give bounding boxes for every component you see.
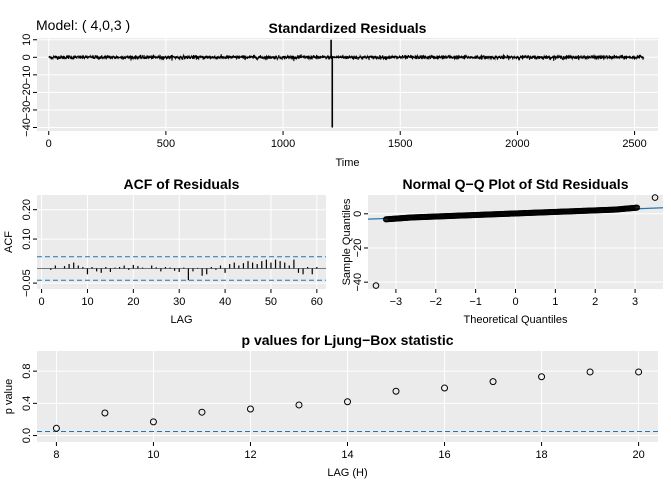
residual-series-line [48,53,645,62]
standardized-residuals-panel: 0 500 1000 1500 2000 2500 −40−30−20−10 0 10 Stand… [21,20,658,169]
x-tick-label: −1 [469,296,482,308]
x-tick-label: 14 [341,449,353,461]
p-value-point [246,405,254,413]
panel-title: Normal Q−Q Plot of Std Residuals [403,176,629,192]
y-tick-label: −20 [21,83,33,102]
x-axis-label: Theoretical Quantiles [464,314,568,326]
x-tick-label: 2500 [622,138,646,150]
p-value-point [344,398,351,406]
x-tick-label: 3 [632,296,638,308]
x-tick-label: 50 [265,296,277,308]
x-tick-label: 30 [173,296,185,308]
x-axis-label: LAG [170,314,192,326]
panel-title: Standardized Residuals [269,20,427,36]
y-axis-label: Sample Quantiles [341,198,353,285]
x-axis-label: LAG (H) [327,467,367,479]
y-tick-label: 0 [21,54,33,60]
x-tick-label: 0 [39,296,45,308]
x-tick-label: 12 [244,449,256,461]
y-tick-label: 0.20 [21,199,33,220]
y-tick-label: 0.0 [21,428,33,443]
x-tick-label: 2000 [505,138,529,150]
y-tick-label: −40 [21,118,33,137]
qq-point [634,204,641,211]
x-tick-label: 1 [552,296,558,308]
panel-title: p values for Ljung−Box statistic [242,332,454,348]
x-tick-label: 0 [46,138,52,150]
x-tick-label: 60 [311,296,323,308]
p-value-point [101,409,109,417]
y-tick-label: 0.4 [21,396,33,411]
x-tick-label: 20 [127,296,139,308]
x-axis-label: Time [335,157,359,169]
y-tick-label: 10 [21,34,33,46]
plot-background [37,195,326,289]
y-tick-label: 0.8 [21,363,33,378]
y-tick-label: −20 [352,239,364,258]
p-value-point [198,408,206,416]
model-label: Model: ( 4,0,3 ) [36,17,130,33]
qq-plot-panel: −3 −2 −1 0 1 2 3 −40 −20 0 Normal Q−Q Plot of Std … [341,176,664,326]
x-tick-label: 8 [53,449,59,461]
p-value-point [489,378,497,386]
x-tick-label: 10 [81,296,93,308]
panel-title: ACF of Residuals [124,176,240,192]
qq-outlier-point [651,194,659,201]
p-value-point [635,368,643,376]
x-tick-label: 2 [592,296,598,308]
p-value-point [586,368,594,376]
x-tick-label: 18 [535,449,547,461]
y-axis-label: p value [3,379,15,414]
p-value-point [295,401,303,409]
p-value-point [52,424,60,432]
x-tick-label: 16 [438,449,450,461]
x-tick-label: 1000 [271,138,295,150]
y-tick-label: −0.05 [21,269,33,297]
p-value-point [538,373,546,381]
y-tick-label: −30 [21,101,33,120]
plot-background [37,38,658,131]
y-tick-label: 0 [352,211,364,217]
x-tick-label: 40 [219,296,231,308]
x-tick-label: −2 [429,296,442,308]
x-tick-label: 0 [512,296,518,308]
x-tick-label: −3 [390,296,403,308]
qq-outlier-point [372,282,380,289]
acf-panel: 0 10 20 30 40 50 60 −0.05 0.10 0.20 ACF of Residua… [3,176,326,326]
x-tick-label: 500 [157,138,175,150]
x-tick-label: 1500 [388,138,412,150]
y-tick-label: −10 [21,66,33,85]
ljung-box-panel: 8 10 12 14 16 18 20 0.0 0.4 0.8 p values for Ljung… [3,332,658,479]
p-value-point [149,418,157,426]
x-tick-label: 10 [147,449,159,461]
y-tick-label: −40 [352,273,364,292]
p-value-point [441,384,449,392]
y-tick-label: 0.10 [21,228,33,249]
y-axis-label: ACF [3,231,15,253]
p-value-point [392,387,400,395]
x-tick-label: 20 [632,449,644,461]
